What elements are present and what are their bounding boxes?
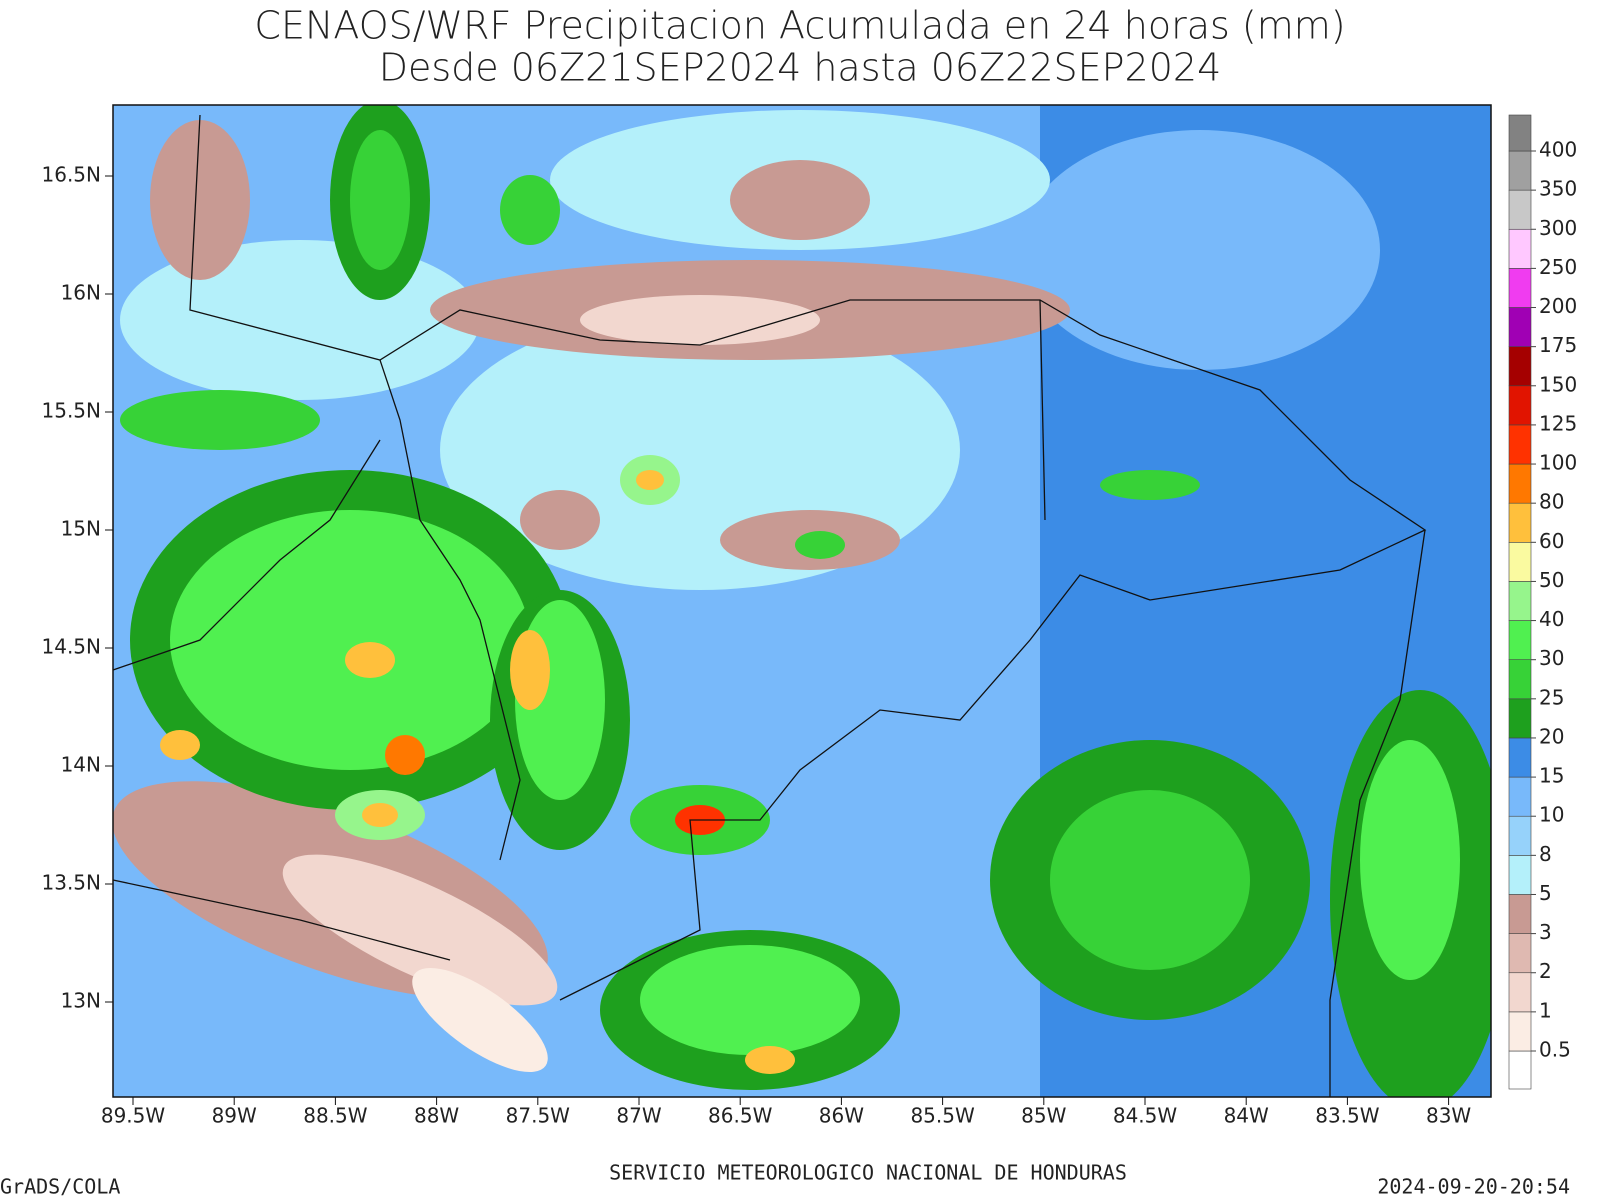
colorbar-label: 250: [1539, 255, 1577, 279]
colorbar-label: 175: [1539, 333, 1577, 357]
lon-tick-label: 89W: [212, 1104, 257, 1128]
lon-tick-label: 85W: [1021, 1104, 1066, 1128]
colorbar-segment: [1508, 1011, 1532, 1052]
map-frame: [112, 104, 1492, 1098]
colorbar-label: 25: [1539, 685, 1564, 709]
colorbar-label: 40: [1539, 607, 1564, 631]
lat-tick-label: 16.5N: [42, 163, 102, 187]
colorbar-segment: [1508, 307, 1532, 347]
borders: [112, 114, 1427, 1097]
lat-tick-label: 13N: [61, 989, 101, 1013]
colorbar-segment: [1508, 424, 1532, 465]
colorbar-segment: [1508, 620, 1532, 660]
lat-tick-label: 15.5N: [42, 399, 102, 423]
lon-tick-label: 87.5W: [506, 1104, 571, 1128]
colorbar-label: 350: [1539, 177, 1577, 201]
colorbar-segment: [1508, 385, 1532, 426]
colorbar-segment: [1508, 933, 1532, 974]
colorbar-segment: [1508, 228, 1532, 269]
lon-tick-label: 84W: [1224, 1104, 1269, 1128]
colorbar-segment: [1508, 776, 1532, 817]
colorbar-label: 30: [1539, 646, 1564, 670]
subtitle: Desde 06Z21SEP2024 hasta 06Z22SEP2024: [379, 46, 1222, 90]
lon-tick-label: 88W: [414, 1104, 459, 1128]
colorbar-segment: [1508, 502, 1532, 543]
lat-tick-label: 14.5N: [42, 635, 102, 659]
colorbar-segment: [1508, 542, 1532, 582]
lon-tick-label: 87W: [616, 1104, 661, 1128]
lat-tick-label: 15N: [61, 517, 101, 541]
colorbar-label: 60: [1539, 529, 1564, 553]
colorbar-label: 100: [1539, 451, 1577, 475]
colorbar-label: 150: [1539, 372, 1577, 396]
lon-tick-label: 89.5W: [101, 1104, 166, 1128]
colorbar-segment: [1508, 894, 1532, 934]
lat-tick-label: 16N: [61, 281, 101, 305]
lon-tick-label: 88.5W: [303, 1104, 368, 1128]
colorbar-segment: [1508, 737, 1532, 778]
colorbar-segment: [1508, 150, 1532, 191]
colorbar-segment: [1508, 581, 1532, 621]
lat-tick-label: 13.5N: [42, 871, 102, 895]
lon-tick-label: 85.5W: [910, 1104, 975, 1128]
colorbar-segment: [1508, 815, 1532, 856]
colorbar-label: 2: [1539, 959, 1552, 983]
colorbar-label: 200: [1539, 294, 1577, 318]
colorbar-segment: [1508, 189, 1532, 230]
colorbar-label: 80: [1539, 490, 1564, 514]
colorbar-label: 50: [1539, 568, 1564, 592]
colorbar-label: 0.5: [1539, 1038, 1571, 1062]
colorbar-label: 3: [1539, 920, 1552, 944]
colorbar-label: 300: [1539, 216, 1577, 240]
lon-tick-label: 86W: [819, 1104, 864, 1128]
lon-tick-label: 86.5W: [708, 1104, 773, 1128]
colorbar-label: 10: [1539, 803, 1564, 827]
colorbar-label: 15: [1539, 764, 1564, 788]
colorbar-segment: [1508, 346, 1532, 387]
lon-tick-label: 83W: [1426, 1104, 1471, 1128]
footer-left: GrADS/COLA: [0, 1175, 120, 1199]
colorbar-segment: [1508, 972, 1532, 1013]
colorbar-segment: [1508, 659, 1532, 700]
footer-right: 2024-09-20-20:54: [1377, 1175, 1570, 1199]
colorbar-label: 125: [1539, 411, 1577, 435]
lon-tick-label: 84.5W: [1113, 1104, 1178, 1128]
lat-tick-label: 14N: [61, 753, 101, 777]
colorbar-label: 20: [1539, 724, 1564, 748]
colorbar-segment: [1508, 698, 1532, 739]
colorbar-label: 5: [1539, 881, 1552, 905]
colorbar-segment: [1508, 463, 1532, 504]
lon-tick-label: 83.5W: [1315, 1104, 1380, 1128]
title: CENAOS/WRF Precipitacion Acumulada en 24…: [254, 4, 1345, 48]
colorbar-segment: [1508, 268, 1532, 308]
footer-center: SERVICIO METEOROLOGICO NACIONAL DE HONDU…: [609, 1161, 1127, 1185]
colorbar-segment: [1508, 855, 1532, 895]
colorbar-label: 400: [1539, 138, 1577, 162]
colorbar-label: 1: [1539, 998, 1552, 1022]
colorbar-segment: [1508, 114, 1532, 152]
colorbar-segment: [1508, 1050, 1532, 1090]
precip-field: [113, 105, 1491, 1097]
colorbar-label: 8: [1539, 842, 1552, 866]
